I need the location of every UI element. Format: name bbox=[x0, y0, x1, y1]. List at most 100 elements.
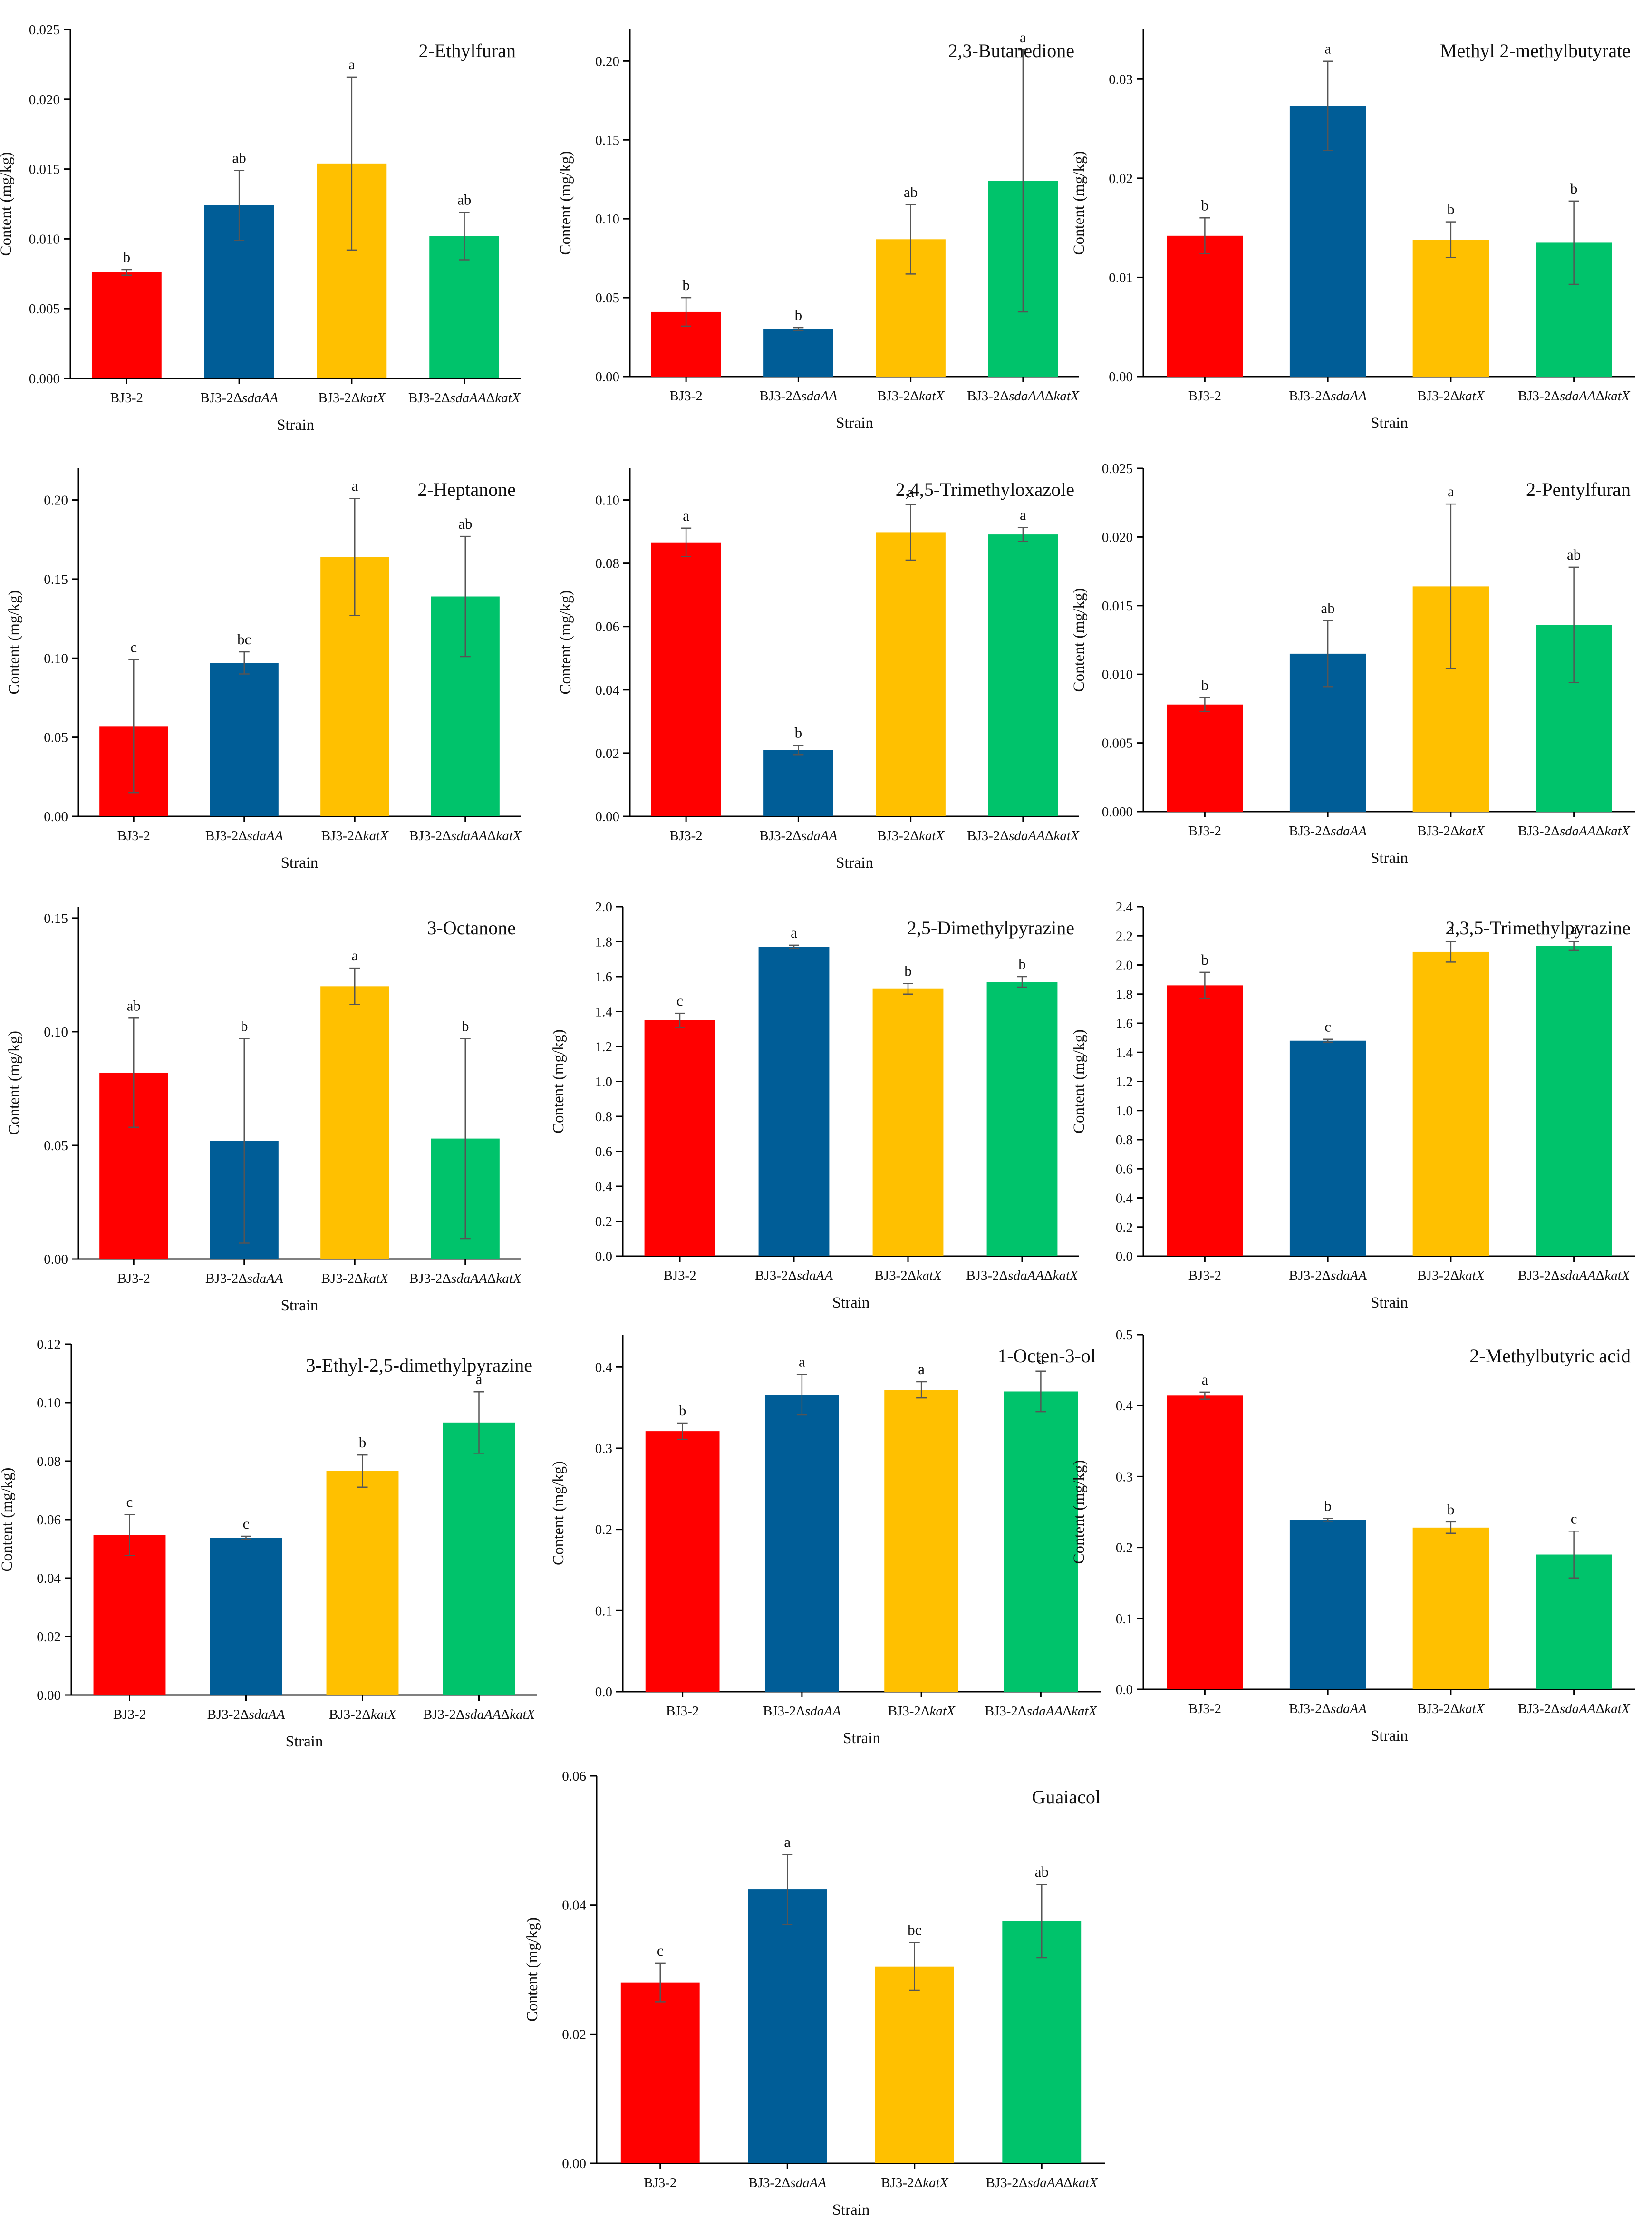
bar bbox=[748, 1889, 827, 2163]
y-tick-label: 0.015 bbox=[29, 162, 60, 177]
y-axis-title: Content (mg/kg) bbox=[0, 152, 15, 256]
bar bbox=[1536, 946, 1612, 1256]
chart-panel: 0.000 0.005 0.010 0.015 0.020 0.025 b BJ3-2 ab BJ… bbox=[1071, 461, 1635, 867]
x-axis-title: Strain bbox=[281, 1297, 319, 1314]
y-tick-label: 0.05 bbox=[44, 1138, 68, 1153]
significance-letter: a bbox=[1020, 506, 1026, 523]
x-axis-title: Strain bbox=[836, 854, 873, 872]
significance-letter: b bbox=[1324, 1497, 1332, 1514]
y-tick-label: 0.04 bbox=[595, 683, 619, 698]
significance-letter: ab bbox=[127, 997, 141, 1014]
significance-letter: ab bbox=[904, 184, 918, 200]
y-tick-label: 0.010 bbox=[29, 232, 60, 247]
significance-letter: c bbox=[657, 1942, 664, 1959]
significance-letter: b bbox=[123, 249, 131, 265]
y-tick-label: 0.0 bbox=[1116, 1249, 1133, 1264]
chart-panel: 0.0 0.2 0.4 0.6 0.8 1.0 1.2 1.4 1.6 1.8 2.0 2.2 2.4 b… bbox=[1071, 900, 1635, 1311]
y-tick-label: 0.06 bbox=[37, 1512, 61, 1528]
bar bbox=[884, 1390, 959, 1692]
y-tick-label: 0.15 bbox=[44, 572, 68, 587]
y-tick-label: 1.6 bbox=[1116, 1016, 1133, 1031]
y-tick-label: 0.4 bbox=[1116, 1398, 1133, 1414]
y-tick-label: 0.15 bbox=[595, 133, 619, 148]
x-axis-title: Strain bbox=[1371, 1727, 1408, 1744]
category-label: BJ3-2ΔkatX bbox=[877, 388, 945, 404]
category-label: BJ3-2ΔsdaAA bbox=[1289, 1701, 1367, 1716]
category-label: BJ3-2ΔkatX bbox=[874, 1268, 942, 1283]
category-label: BJ3-2ΔsdaAAΔkatX bbox=[1518, 1701, 1631, 1716]
panel-title: 2,3,5-Trimethylpyrazine bbox=[1445, 917, 1631, 939]
panel-title: 3-Ethyl-2,5-dimethylpyrazine bbox=[306, 1355, 532, 1376]
y-tick-label: 1.4 bbox=[595, 1005, 613, 1020]
y-tick-label: 1.0 bbox=[595, 1075, 612, 1090]
bar bbox=[1412, 951, 1489, 1256]
category-label: BJ3-2ΔkatX bbox=[1417, 1268, 1485, 1283]
y-tick-label: 0.6 bbox=[1116, 1162, 1133, 1177]
y-tick-label: 0.08 bbox=[37, 1454, 61, 1469]
y-tick-label: 1.4 bbox=[1116, 1045, 1133, 1060]
panel-title: 2,3-Butanedione bbox=[948, 40, 1075, 61]
y-tick-label: 0.15 bbox=[44, 911, 68, 926]
category-label: BJ3-2ΔsdaAAΔkatX bbox=[986, 2175, 1099, 2190]
category-label: BJ3-2ΔsdaAAΔkatX bbox=[409, 828, 522, 843]
y-tick-label: 0.00 bbox=[44, 809, 68, 824]
bar bbox=[320, 986, 389, 1259]
bar bbox=[986, 982, 1058, 1256]
significance-letter: b bbox=[1201, 951, 1209, 968]
y-tick-label: 0.000 bbox=[29, 371, 60, 387]
x-axis-title: Strain bbox=[832, 1294, 870, 1311]
bar bbox=[1289, 1520, 1366, 1689]
panel-title: 2,4,5-Trimethyloxazole bbox=[896, 479, 1074, 500]
category-label: BJ3-2ΔsdaAA bbox=[755, 1268, 833, 1283]
category-label: BJ3-2 bbox=[1188, 1701, 1221, 1716]
category-label: BJ3-2ΔkatX bbox=[1417, 388, 1485, 404]
category-label: BJ3-2ΔkatX bbox=[877, 828, 945, 843]
category-label: BJ3-2ΔsdaAA bbox=[748, 2175, 826, 2190]
y-tick-label: 0.10 bbox=[44, 651, 68, 666]
category-label: BJ3-2ΔsdaAA bbox=[760, 828, 838, 843]
category-label: BJ3-2ΔsdaAA bbox=[1289, 388, 1367, 404]
y-tick-label: 0.00 bbox=[1109, 369, 1133, 385]
y-tick-label: 0.12 bbox=[37, 1337, 61, 1352]
category-label: BJ3-2ΔsdaAA bbox=[760, 388, 838, 404]
y-tick-label: 1.0 bbox=[1116, 1104, 1133, 1119]
significance-letter: c bbox=[1324, 1018, 1331, 1035]
bar bbox=[875, 1966, 954, 2163]
y-tick-label: 0.10 bbox=[595, 212, 619, 227]
y-tick-label: 2.2 bbox=[1116, 929, 1133, 944]
y-tick-label: 0.4 bbox=[595, 1179, 613, 1194]
y-tick-label: 0.20 bbox=[595, 54, 619, 69]
bar bbox=[1167, 985, 1243, 1256]
y-tick-label: 2.4 bbox=[1116, 900, 1133, 915]
significance-letter: c bbox=[126, 1494, 133, 1511]
significance-letter: a bbox=[348, 56, 355, 73]
y-tick-label: 0.02 bbox=[562, 2027, 586, 2042]
significance-letter: a bbox=[784, 1834, 791, 1850]
y-axis-title: Content (mg/kg) bbox=[1071, 1029, 1088, 1134]
significance-letter: b bbox=[1447, 1501, 1455, 1518]
category-label: BJ3-2 bbox=[117, 1271, 150, 1286]
significance-letter: bc bbox=[908, 1921, 921, 1938]
y-tick-label: 1.8 bbox=[595, 935, 612, 950]
y-tick-label: 0.00 bbox=[44, 1252, 68, 1267]
y-axis-title: Content (mg/kg) bbox=[550, 1461, 567, 1565]
significance-letter: b bbox=[795, 724, 802, 741]
chart-panel: 0.00 0.02 0.04 0.06 0.08 0.10 a BJ3-2 b BJ3-2Δsda… bbox=[557, 468, 1080, 872]
y-tick-label: 0.10 bbox=[37, 1395, 61, 1411]
significance-letter: c bbox=[676, 992, 683, 1009]
y-tick-label: 0.02 bbox=[1109, 171, 1133, 186]
significance-letter: ab bbox=[232, 150, 246, 166]
chart-panel: 0.00 0.05 0.10 0.15 ab BJ3-2 b BJ3-2ΔsdaAA a BJ3-… bbox=[6, 907, 522, 1314]
bar bbox=[1412, 1527, 1489, 1689]
chart-panel: 0.0 0.2 0.4 0.6 0.8 1.0 1.2 1.4 1.6 1.8 2.0 c BJ3-2 a… bbox=[550, 900, 1079, 1311]
y-tick-label: 0.02 bbox=[595, 746, 619, 761]
significance-letter: a bbox=[1448, 921, 1454, 938]
category-label: BJ3-2ΔsdaAAΔkatX bbox=[1518, 388, 1631, 404]
significance-letter: ab bbox=[1567, 546, 1581, 563]
chart-panel: 0.00 0.05 0.10 0.15 0.20 b BJ3-2 b BJ3-2ΔsdaAA ab… bbox=[557, 29, 1080, 432]
significance-letter: a bbox=[918, 1361, 925, 1377]
significance-letter: a bbox=[476, 1371, 483, 1387]
bar bbox=[443, 1422, 515, 1695]
category-label: BJ3-2ΔsdaAA bbox=[205, 828, 283, 843]
category-label: BJ3-2 bbox=[669, 388, 702, 404]
